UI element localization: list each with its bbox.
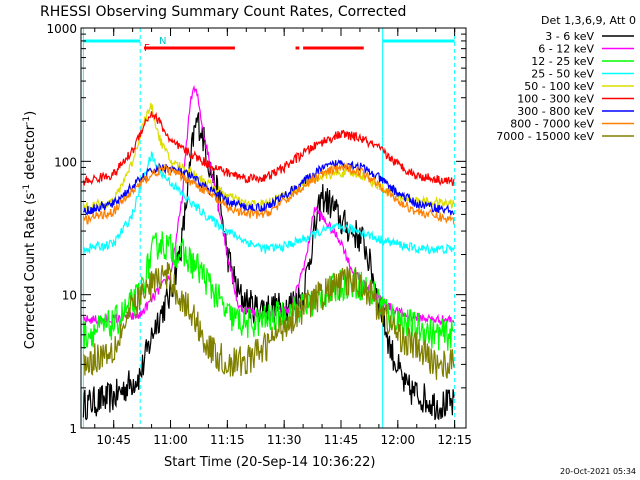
- y-tick-label: 100: [54, 155, 77, 169]
- x-tick-label: 11:15: [210, 433, 245, 447]
- x-tick-label: 11:30: [267, 433, 302, 447]
- flag-f: F: [144, 43, 150, 54]
- timestamp: 20-Oct-2021 05:34: [560, 467, 636, 476]
- series-line-8: [82, 162, 455, 225]
- chart-title: RHESSI Observing Summary Count Rates, Co…: [40, 4, 406, 20]
- y-label-sup1: -1: [22, 184, 32, 193]
- legend-label: 3 - 6 keV: [545, 30, 594, 43]
- plot-frame: [80, 27, 467, 429]
- series-line-7: [83, 159, 455, 216]
- legend-label: 300 - 800 keV: [517, 105, 594, 118]
- series-line-9: [82, 261, 455, 380]
- x-tick-label: 11:45: [324, 433, 359, 447]
- y-label-mid: detector: [23, 124, 38, 184]
- legend-label: 50 - 100 keV: [524, 80, 594, 93]
- legend-label: 6 - 12 keV: [538, 43, 594, 56]
- series-line-4: [82, 151, 455, 255]
- legend-label: 25 - 50 keV: [531, 68, 594, 81]
- legend-label: 7000 - 15000 keV: [496, 130, 594, 143]
- y-label-main: Corrected Count Rate (s: [23, 193, 38, 350]
- legend-label: 100 - 300 keV: [517, 93, 594, 106]
- x-tick-label: 12:15: [437, 433, 472, 447]
- x-tick-label: 11:00: [153, 433, 188, 447]
- series-line-6: [82, 111, 455, 186]
- x-tick-label: 10:45: [96, 433, 131, 447]
- y-tick-label: 1000: [46, 22, 77, 36]
- series-line-1: [82, 112, 455, 421]
- y-axis-label: Corrected Count Rate (s-1 detector-1): [22, 111, 38, 349]
- legend-label: 800 - 7000 keV: [510, 118, 594, 131]
- y-label-end: ): [23, 111, 38, 116]
- flag-n: N: [159, 36, 166, 47]
- legend-label: 12 - 25 keV: [531, 55, 594, 68]
- y-tick-label: 1: [69, 422, 77, 436]
- x-axis-label: Start Time (20-Sep-14 10:36:22): [164, 455, 375, 470]
- legend-title: Det 1,3,6,9, Att 0: [541, 14, 636, 27]
- x-tick-label: 12:00: [381, 433, 416, 447]
- y-tick-label: 10: [62, 289, 77, 303]
- y-label-sup2: -1: [22, 116, 32, 125]
